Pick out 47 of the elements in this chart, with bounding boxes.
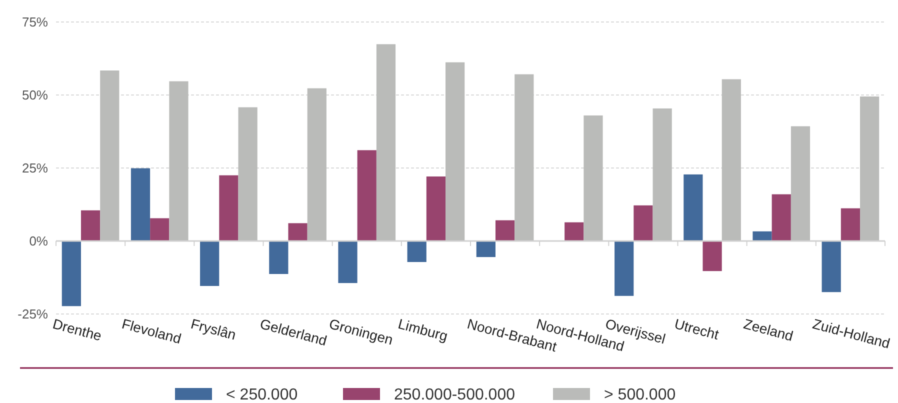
y-tick-label: 0% <box>29 234 48 249</box>
bar <box>840 208 860 241</box>
bar <box>684 174 703 241</box>
legend-label: 250.000-500.000 <box>394 386 516 403</box>
bar <box>357 150 376 241</box>
bar <box>614 241 634 296</box>
bar <box>446 62 465 241</box>
legend-label: > 500.000 <box>604 386 676 403</box>
bar <box>722 79 741 241</box>
legend-label: < 250.000 <box>226 386 298 403</box>
x-tick-label: Fryslân <box>189 315 238 343</box>
bar <box>238 107 258 241</box>
x-tick-label: Drenthe <box>51 315 104 344</box>
bar <box>269 241 288 274</box>
bar <box>752 231 772 241</box>
bar <box>407 241 426 262</box>
bar <box>860 96 880 241</box>
bar <box>634 205 653 241</box>
bar <box>790 126 810 241</box>
bar <box>80 210 100 241</box>
bar <box>219 175 238 241</box>
bar <box>584 115 603 241</box>
bar <box>426 176 446 241</box>
bar <box>495 220 515 241</box>
bar <box>338 241 358 284</box>
bar <box>564 222 584 241</box>
bar <box>100 70 120 241</box>
y-tick-label: 25% <box>22 160 48 176</box>
y-tick-label: 75% <box>22 14 48 30</box>
x-tick-label: Utrecht <box>672 315 721 343</box>
bar <box>130 168 150 241</box>
bar <box>150 218 170 241</box>
bar <box>307 88 326 241</box>
bar <box>288 223 308 241</box>
y-tick-label: 50% <box>22 88 48 103</box>
bar <box>514 74 534 241</box>
x-tick-label: Zeeland <box>742 315 795 344</box>
bar <box>822 241 841 292</box>
bar <box>62 241 81 306</box>
bar <box>376 44 396 241</box>
y-tick-label: -25% <box>18 306 48 322</box>
bar <box>772 194 791 241</box>
bar <box>702 241 722 272</box>
bar <box>652 108 672 241</box>
bar <box>169 81 188 241</box>
bar <box>476 241 496 258</box>
bar <box>200 241 220 286</box>
